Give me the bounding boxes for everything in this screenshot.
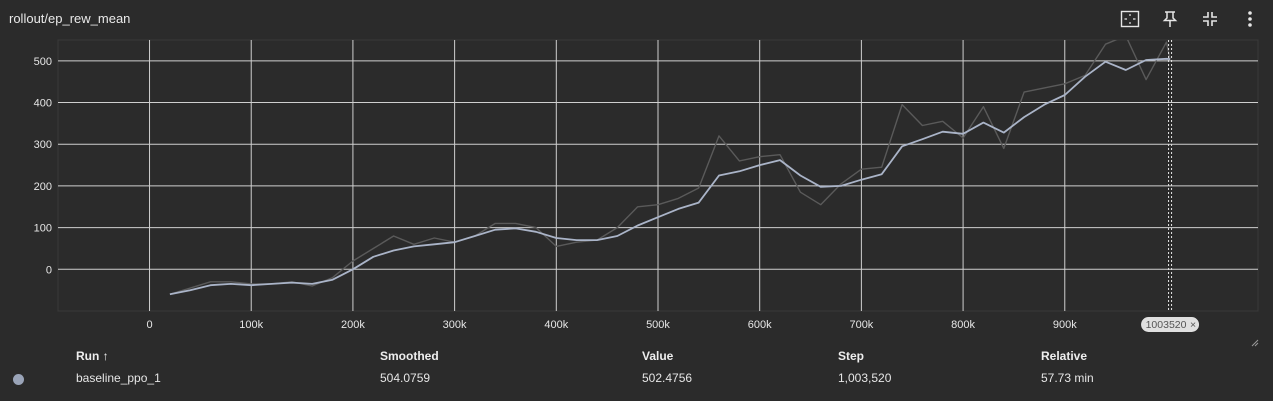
y-tick-label: 100 — [34, 223, 52, 235]
hover-close-icon[interactable]: × — [1190, 319, 1196, 331]
x-tick-label: 600k — [748, 319, 772, 331]
toolbar — [1117, 6, 1263, 32]
x-tick-label: 900k — [1053, 319, 1077, 331]
hover-step-label: 1003520 — [1146, 319, 1187, 331]
pin-icon[interactable] — [1157, 6, 1183, 32]
chart-title: rollout/ep_rew_mean — [9, 11, 131, 26]
collapse-icon[interactable] — [1197, 6, 1223, 32]
run-color-dot — [13, 374, 24, 385]
x-tick-label: 800k — [951, 319, 975, 331]
header-step: Step — [838, 349, 865, 363]
cell-step: 1,003,520 — [838, 371, 892, 385]
raw-series-line — [169, 40, 1171, 295]
x-tick-label: 200k — [341, 319, 365, 331]
x-tick-label: 400k — [544, 319, 568, 331]
header-value: Value — [642, 349, 674, 363]
card-header: rollout/ep_rew_mean — [0, 0, 1273, 38]
cell-smoothed: 504.0759 — [380, 371, 431, 385]
y-tick-label: 0 — [46, 264, 52, 276]
y-tick-label: 400 — [34, 98, 52, 110]
cell-run: baseline_ppo_1 — [76, 371, 161, 385]
x-tick-label: 700k — [849, 319, 873, 331]
x-tick-label: 100k — [239, 319, 263, 331]
y-tick-label: 300 — [34, 139, 52, 151]
header-smoothed: Smoothed — [380, 349, 439, 363]
more-vert-icon[interactable] — [1237, 6, 1263, 32]
header-run[interactable]: Run ↑ — [76, 349, 109, 363]
x-tick-label: 500k — [646, 319, 670, 331]
y-tick-label: 200 — [34, 181, 52, 193]
y-tick-label: 500 — [34, 56, 52, 68]
cell-relative: 57.73 min — [1041, 371, 1094, 385]
fit-domain-icon[interactable] — [1117, 6, 1143, 32]
data-table: Run ↑ Smoothed Value Step Relative basel… — [0, 340, 1273, 401]
smoothed-series-line — [169, 57, 1171, 296]
hover-step-badge — [1141, 317, 1200, 332]
line-chart[interactable]: 0 100k 200k 300k 400k 500k 600k 700k 800k 900k 0 10… — [0, 38, 1273, 338]
x-tick-label: 300k — [443, 319, 467, 331]
resize-handle-icon[interactable] — [1251, 334, 1259, 347]
header-relative: Relative — [1041, 349, 1088, 363]
x-tick-label: 0 — [146, 319, 152, 331]
cell-value: 502.4756 — [642, 371, 693, 385]
